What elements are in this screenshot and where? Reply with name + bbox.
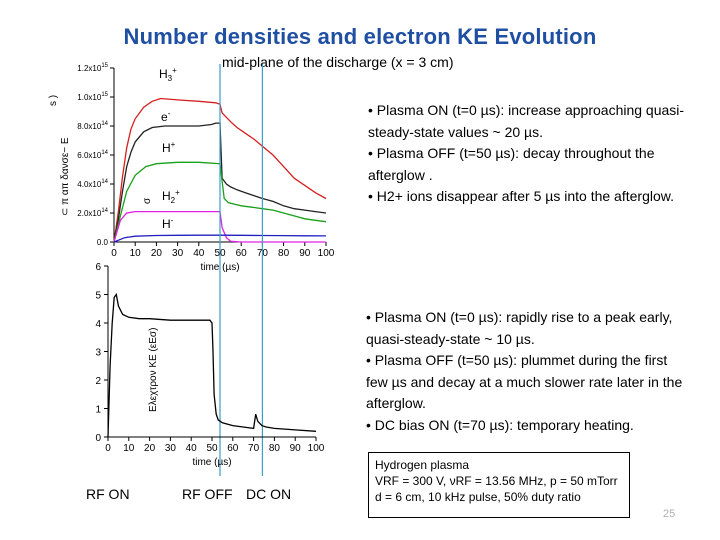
- infobox-line: VRF = 300 V, νRF = 13.56 MHz, p = 50 mTo…: [375, 474, 618, 488]
- plasma-parameters-box: Hydrogen plasma VRF = 300 V, νRF = 13.56…: [368, 452, 630, 518]
- dc-on-label: DC ON: [246, 486, 292, 502]
- y-tick-label: 0: [95, 433, 101, 444]
- bullet-item: • Plasma ON (t=0 µs): increase approachi…: [368, 102, 685, 140]
- rf-off-label: RF OFF: [182, 486, 233, 502]
- y-tick-label: 5: [95, 291, 101, 302]
- series-line-h: [113, 234, 327, 243]
- x-tick-label: 0: [105, 443, 111, 454]
- x-tick-label: 30: [172, 248, 184, 259]
- bullet-item: • Plasma ON (t=0 µs): rapidly rise to a …: [366, 309, 673, 347]
- x-tick-label: 30: [165, 443, 177, 454]
- x-tick-label: 60: [227, 443, 239, 454]
- series-line-electronke: [107, 292, 317, 438]
- y-tick-label: 2.0x1014: [77, 208, 108, 218]
- x-tick-label: 40: [186, 443, 198, 454]
- x-tick-label: 20: [144, 443, 156, 454]
- x-tick-label: 50: [206, 443, 218, 454]
- x-tick-label: 70: [248, 443, 260, 454]
- bullet-item: • H2+ ions disappear after 5 µs into the…: [368, 188, 674, 204]
- y-tick-label: 2: [95, 376, 101, 387]
- annotation-electron: e-: [161, 109, 171, 124]
- bullet-item: • Plasma OFF (t=50 µs): decay throughout…: [368, 145, 655, 183]
- x-tick-label: 0: [111, 248, 117, 259]
- y-tick-label: 8.0x1014: [77, 121, 108, 131]
- x-tick-label: 90: [290, 443, 302, 454]
- annotation-h3-plus: H3+: [159, 66, 177, 83]
- x-tick-label: 60: [236, 248, 248, 259]
- y-tick-label: 3: [95, 348, 101, 359]
- slide-subtitle: mid-plane of the discharge (x = 3 cm): [222, 54, 454, 70]
- series-line-h: [113, 161, 327, 243]
- y-tick-label: 4: [95, 319, 101, 330]
- page-number: 25: [663, 508, 676, 520]
- bullets-top: • Plasma ON (t=0 µs): increase approachi…: [368, 100, 690, 208]
- bullet-item: • DC bias ON (t=70 µs): temporary heatin…: [366, 416, 634, 433]
- annotation-h-minus: H-: [162, 216, 174, 231]
- y-tick-label: 1.2x1015: [77, 63, 108, 73]
- series-line-h2: [113, 210, 326, 243]
- y-tick-label: 4.0x1014: [77, 179, 108, 189]
- infobox-line: d = 6 cm, 10 kHz pulse, 50% duty ratio: [375, 490, 581, 504]
- infobox-line: Hydrogen plasma: [375, 458, 470, 472]
- annotation-h-plus: H+: [162, 140, 176, 155]
- x-tick-label: 80: [269, 443, 281, 454]
- rf-on-label: RF ON: [86, 486, 130, 502]
- x-tick-label: 90: [299, 248, 311, 259]
- clipped-y-label-fragment: σ: [142, 197, 153, 204]
- y-tick-label: 6.0x1014: [77, 150, 108, 160]
- x-tick-label: 100: [318, 248, 335, 259]
- slide-title: Number densities and electron KE Evoluti…: [123, 24, 597, 49]
- clipped-y-label: ⊂ π απ δανσε− E: [60, 137, 71, 216]
- annotation-h2-plus: H2+: [162, 188, 180, 205]
- x-tick-label: 40: [193, 248, 205, 259]
- clipped-y-label-ke: Eλεχτρον ΚΕ (εΕσ): [148, 328, 159, 412]
- x-tick-label: 100: [308, 443, 325, 454]
- bullets-bottom: • Plasma ON (t=0 µs): rapidly rise to a …: [366, 307, 692, 436]
- y-tick-label: 1.0x1015: [77, 92, 108, 102]
- x-tick-label: 20: [151, 248, 163, 259]
- x-tick-label: 80: [278, 248, 290, 259]
- x-tick-label: 10: [123, 443, 135, 454]
- series-line-h3: [113, 97, 327, 243]
- clipped-y-label-unit: s ): [48, 95, 59, 106]
- y-tick-label: 6: [95, 262, 101, 273]
- bullet-item: • Plasma OFF (t=50 µs): plummet during t…: [366, 352, 683, 411]
- y-tick-label: 0.0: [97, 238, 109, 247]
- x-tick-label: 10: [130, 248, 142, 259]
- y-tick-label: 1: [95, 405, 101, 416]
- x-axis-label: time (µs): [192, 457, 231, 468]
